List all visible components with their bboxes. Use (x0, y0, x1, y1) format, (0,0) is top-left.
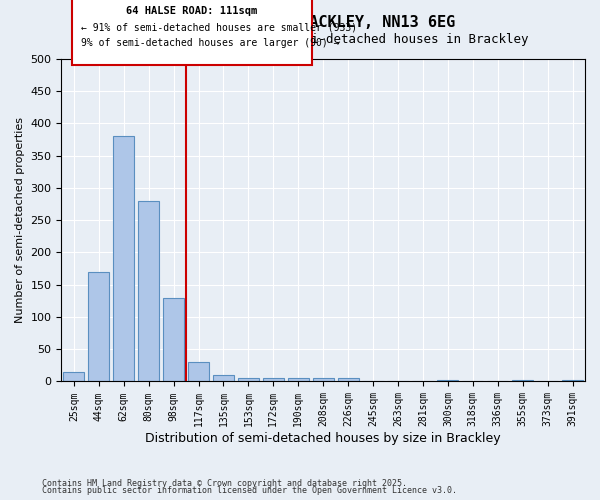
Bar (263, 378, 284, 382)
Bar (188, 362, 209, 382)
Text: Size of property relative to semi-detached houses in Brackley: Size of property relative to semi-detach… (71, 32, 529, 46)
Bar (313, 378, 334, 382)
Bar (238, 378, 259, 382)
Bar (287, 378, 309, 382)
Bar (338, 378, 359, 382)
Y-axis label: Number of semi-detached properties: Number of semi-detached properties (15, 117, 25, 323)
Text: 64, HALSE ROAD, BRACKLEY, NN13 6EG: 64, HALSE ROAD, BRACKLEY, NN13 6EG (145, 15, 455, 30)
Bar (512, 380, 533, 382)
Bar (213, 375, 234, 382)
Bar (113, 136, 134, 382)
X-axis label: Distribution of semi-detached houses by size in Brackley: Distribution of semi-detached houses by … (145, 432, 501, 445)
Bar (437, 380, 458, 382)
Text: Contains public sector information licensed under the Open Government Licence v3: Contains public sector information licen… (42, 486, 457, 495)
Text: 64 HALSE ROAD: 111sqm: 64 HALSE ROAD: 111sqm (127, 6, 257, 16)
Bar (138, 201, 159, 382)
Text: 9% of semi-detached houses are larger (90) →: 9% of semi-detached houses are larger (9… (81, 38, 340, 48)
Bar (88, 272, 109, 382)
Text: ← 91% of semi-detached houses are smaller (933): ← 91% of semi-detached houses are smalle… (81, 22, 357, 32)
Bar (63, 372, 85, 382)
Bar (562, 380, 583, 382)
Bar (163, 298, 184, 382)
Text: Contains HM Land Registry data © Crown copyright and database right 2025.: Contains HM Land Registry data © Crown c… (42, 478, 407, 488)
